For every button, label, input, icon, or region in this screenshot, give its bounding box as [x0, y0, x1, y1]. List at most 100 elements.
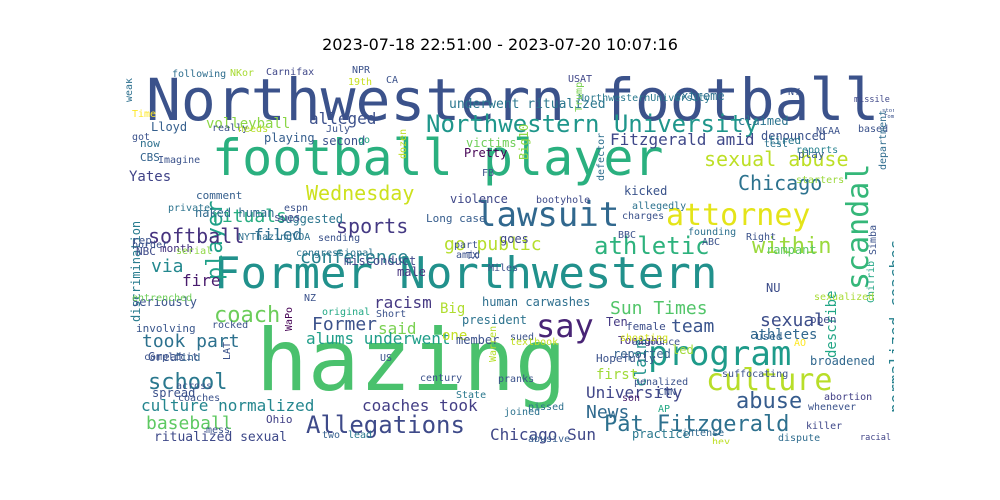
word-conference: conference [300, 247, 408, 268]
word-ap: AP [658, 404, 670, 415]
word-go: go [358, 135, 370, 146]
word-bbc: BBC [618, 230, 636, 241]
word-complicit: complicit [144, 352, 198, 363]
word-us: US [380, 353, 392, 364]
word-alleged: alleged [309, 109, 376, 128]
word-nz: NZ [304, 293, 316, 304]
word-based: based [858, 124, 888, 135]
word-news: News [586, 402, 629, 423]
word-joined: joined [504, 407, 540, 418]
word-founding: founding [688, 227, 736, 238]
word-sending: sending [318, 233, 360, 244]
word-warren: Warren [488, 326, 499, 362]
word-northwestern-university: Northwestern University [426, 110, 758, 138]
word-female: female [626, 320, 666, 333]
word-time: Time [132, 109, 156, 120]
word-kicked: kicked [624, 184, 667, 198]
word-human-carwashes: human carwashes [482, 295, 590, 309]
word-involving: involving [136, 322, 196, 335]
word-northwesternuniversity: NorthwesternUniversity [578, 93, 710, 104]
word-male: male [397, 265, 426, 279]
word-trump: Trump [574, 82, 585, 112]
word-tonight: Tonight [618, 334, 664, 347]
word-hey: hey [712, 437, 730, 444]
word-extreme: extreme [674, 89, 725, 103]
word-usat: USAT [568, 74, 592, 85]
word-state: State [456, 390, 486, 401]
word-tx: TX [466, 251, 478, 262]
word-test: test [764, 139, 788, 150]
word-claimed: claimed [738, 114, 789, 128]
word-volleyball: volleyball [206, 116, 290, 132]
word-rocked: rocked [212, 320, 248, 331]
word-university: University [586, 383, 683, 402]
word-dozen: dozen [398, 129, 409, 159]
word-coach: coach [214, 303, 280, 328]
word-really: really [212, 123, 248, 134]
word-ten: Ten [606, 315, 628, 329]
word-right: Right [746, 232, 776, 243]
word-allegations: Allegations [306, 411, 465, 439]
word-culture: culture [706, 363, 832, 398]
word-hazing: hazing [256, 311, 567, 411]
word-spread: spread [152, 386, 195, 400]
word-textbook: textbook [510, 337, 558, 348]
word-pat-fitzgerald: Pat Fitzgerald [604, 412, 789, 437]
word-cloud: Northwestern football football player Form… [126, 60, 894, 444]
word-sun-times: Sun Times [610, 298, 708, 319]
word-took-part: took part [142, 331, 240, 352]
word-one: one [442, 328, 467, 344]
word-ritualized-sexual: ritualized sexual [154, 430, 287, 444]
word-practice: practice [632, 427, 690, 441]
word-lead: lead [348, 430, 372, 441]
word-fb: FB [482, 168, 494, 179]
word-long-case: Long case [426, 212, 486, 225]
word-sexualized: sexualized [814, 292, 874, 303]
word-used: used [756, 330, 783, 343]
word-sports: sports [336, 214, 408, 238]
word-19th: 19th [348, 77, 372, 88]
word-killer: killer [806, 421, 842, 432]
word-chicago-sun: Chicago Sun [490, 425, 596, 444]
word-part: part [454, 240, 478, 251]
word-miles: Miles [488, 263, 518, 274]
word-attorney: attorney [666, 198, 811, 233]
word-nythazingvoa: NYThazingVOA [238, 232, 310, 243]
word-espn: espn [284, 203, 308, 214]
word-reported: reported [613, 347, 671, 361]
word-sued: sued [510, 332, 534, 343]
word-abc: ABC [702, 237, 720, 248]
word-via: via [151, 256, 184, 277]
word-pranks: pranks [498, 374, 534, 385]
word-broadened: broadened [810, 354, 875, 368]
word-cbs: CBS [140, 151, 160, 164]
word-say: say [536, 307, 594, 345]
word-amid: amid [456, 250, 480, 261]
word-big: Big [440, 301, 465, 317]
word-rep: rep [132, 234, 152, 247]
word-across: across [176, 381, 212, 392]
word-got: got [132, 132, 150, 143]
word-football-player: football player [212, 129, 664, 187]
word-great: Great [148, 350, 184, 364]
word-softball: softball [148, 224, 244, 248]
word-department: department [878, 110, 889, 170]
word-nbc: NBC [136, 245, 156, 258]
word-second: second [322, 134, 365, 148]
word-mess: mess [206, 425, 230, 436]
word-playing: playing [264, 131, 315, 145]
word-discrimination: discrimination [129, 221, 143, 322]
word-entrenched: entrenched [132, 293, 192, 304]
word-needs: needs [238, 124, 268, 135]
word-simba: Simba [868, 225, 879, 255]
word-northwestern-football: Northwestern football [146, 66, 879, 134]
word-suffocating: suffocating [722, 369, 788, 380]
word-lloyd: Lloyd [151, 120, 187, 134]
word-president: president [462, 313, 527, 327]
word-alums-underwent: alums underwent [306, 329, 451, 348]
word-sexual-abuse: sexual abuse [704, 147, 849, 171]
word-baseball: baseball [146, 413, 233, 434]
word-racial: racial [860, 433, 891, 443]
word-following: following [172, 69, 226, 80]
